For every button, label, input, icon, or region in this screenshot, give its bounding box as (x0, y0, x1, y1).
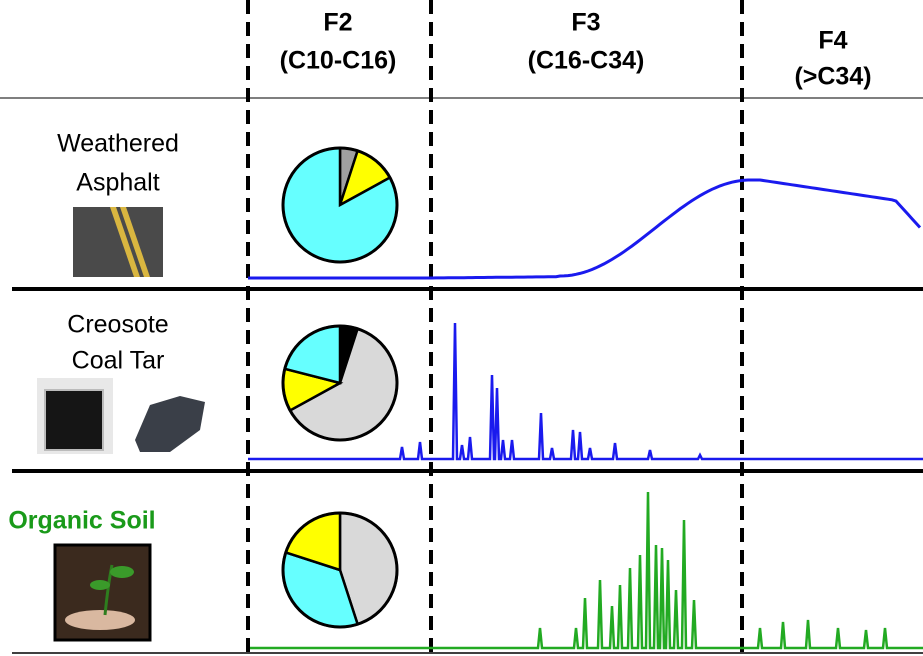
soil-photo (55, 545, 150, 640)
beaker-photo (37, 378, 113, 454)
column-header: (>C34) (794, 63, 871, 91)
column-header: F2 (323, 9, 352, 37)
row-label: Asphalt (76, 169, 159, 197)
column-header: (C16-C34) (528, 47, 645, 75)
column-header: F4 (818, 27, 847, 55)
row-label: Weathered (57, 130, 179, 158)
column-header: (C10-C16) (280, 47, 397, 75)
row-label: Coal Tar (72, 347, 165, 375)
figure: F2 (C10-C16) F3 (C16-C34) F4 (>C34) Weat… (0, 0, 923, 656)
row-label: Organic Soil (8, 507, 155, 535)
column-header: F3 (571, 9, 600, 37)
asphalt-photo (73, 207, 163, 277)
coal-photo (135, 396, 205, 452)
row-label: Creosote (67, 311, 168, 339)
